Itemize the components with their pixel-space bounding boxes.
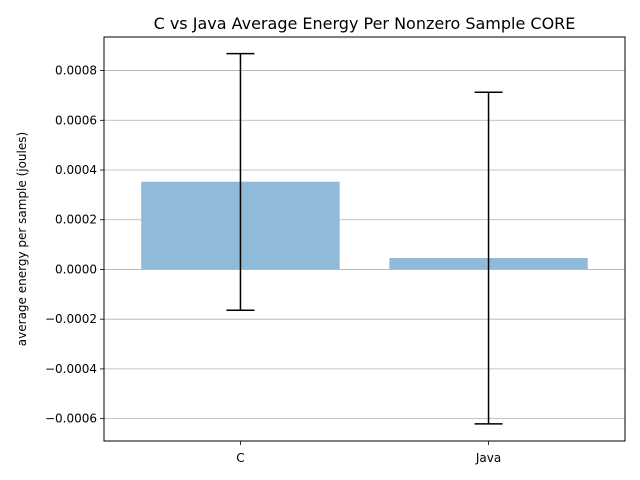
x-tick-label: C	[236, 451, 244, 465]
y-axis-label: average energy per sample (joules)	[15, 132, 29, 346]
y-tick-label: −0.0006	[45, 412, 97, 426]
plot-frame	[103, 36, 626, 442]
y-axis-ticks: −0.0006 −0.0004 −0.0002 0.0000 0.0002 0.0004 0…	[45, 64, 104, 426]
x-tick-label: Java	[475, 451, 501, 465]
y-tick-label: 0.0000	[55, 262, 97, 276]
bars	[141, 181, 588, 270]
x-axis-ticks: C Java	[236, 441, 501, 465]
y-tick-label: 0.0006	[55, 113, 97, 127]
y-tick-label: −0.0002	[45, 312, 97, 326]
y-tick-label: 0.0008	[55, 64, 97, 78]
y-tick-label: 0.0002	[55, 213, 97, 227]
chart-title: C vs Java Average Energy Per Nonzero Sam…	[154, 14, 576, 33]
error-bars	[226, 52, 503, 425]
y-tick-label: 0.0004	[55, 163, 97, 177]
y-tick-label: −0.0004	[45, 362, 97, 376]
